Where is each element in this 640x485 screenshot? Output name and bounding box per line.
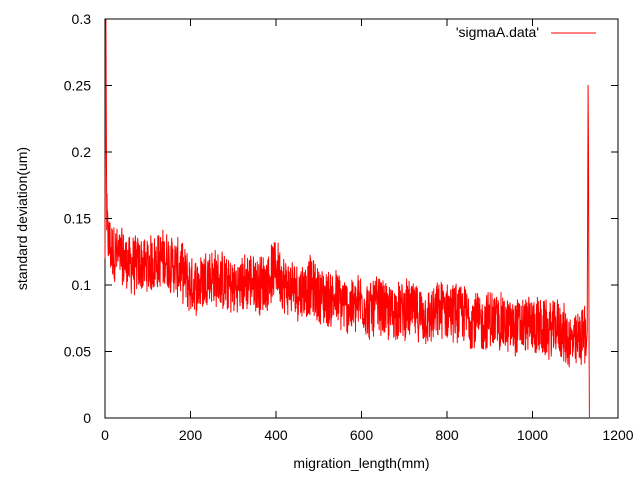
x-tick-label: 400 [264,427,288,443]
legend-label: 'sigmaA.data' [456,24,539,40]
x-axis-label: migration_length(mm) [293,455,429,471]
y-tick-label: 0.3 [72,11,92,27]
x-tick-label: 600 [350,427,374,443]
series-layer [104,18,590,419]
y-axis-label: standard deviation(um) [14,147,30,290]
x-tick-label: 1200 [602,427,633,443]
x-tick-label: 0 [101,427,109,443]
plot-frame [104,18,619,419]
x-tick-label: 800 [435,427,459,443]
series-line [104,18,590,419]
y-tick-label: 0.05 [64,344,91,360]
y-tick-label: 0.15 [64,211,91,227]
x-tick-label: 1000 [517,427,548,443]
plot-border [104,18,619,419]
y-tick-label: 0.2 [72,144,92,160]
y-tick-label: 0.1 [72,277,92,293]
y-tick-label: 0 [83,410,91,426]
legend: 'sigmaA.data' [456,24,596,40]
y-tick-label: 0.25 [64,78,91,94]
x-tick-label: 200 [179,427,203,443]
ticks-layer: 0 200 400 600 800 1000 1200 0 0.05 0.1 0.15 0.2 0.25… [64,11,634,443]
